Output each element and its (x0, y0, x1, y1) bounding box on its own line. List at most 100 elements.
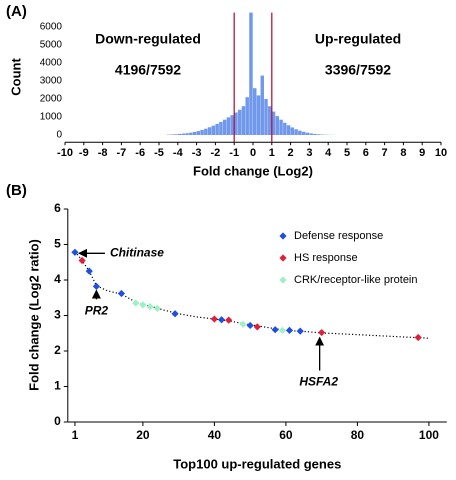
x-tick-label: -9 (79, 147, 89, 159)
x-tick-label: 40 (208, 428, 222, 442)
point (278, 326, 286, 335)
x-tick-label: -8 (98, 147, 108, 159)
bar (283, 122, 287, 135)
y-tick-label: 6 (54, 201, 61, 215)
x-tick-label: 1 (269, 147, 275, 159)
bar (185, 133, 189, 135)
bar (181, 133, 186, 135)
x-tick-label: -3 (192, 147, 202, 159)
legend-label: HS response (294, 252, 358, 264)
y-tick-label: 2000 (40, 94, 63, 105)
bar (211, 125, 216, 135)
point (271, 326, 279, 334)
x-tick-label: 80 (351, 428, 365, 442)
point (246, 321, 254, 330)
annotation: Up-regulated (315, 31, 401, 47)
bar (177, 133, 182, 135)
bar (200, 129, 204, 135)
x-tick-label: 3 (306, 147, 312, 159)
point (253, 323, 261, 331)
bar (230, 115, 234, 135)
legend-marker (279, 254, 287, 262)
bar (298, 130, 302, 135)
x-tick-label: 1 (72, 428, 79, 442)
bar (301, 131, 306, 135)
annotation: Chitinase (110, 245, 164, 259)
bar (192, 131, 197, 135)
y-tick-label: 6000 (40, 22, 63, 33)
annotation: 3396/7592 (325, 62, 391, 78)
x-tick-label: -10 (57, 147, 73, 159)
bar (241, 106, 246, 135)
x-tick-label: 5 (344, 147, 350, 159)
legend-label: Defense response (294, 230, 383, 242)
x-tick-label: -6 (135, 147, 145, 159)
point (171, 310, 179, 318)
y-tick-label: 1 (54, 379, 61, 393)
y-tick-label: 4 (54, 272, 61, 286)
point (318, 328, 326, 337)
bar (264, 99, 268, 135)
y-tick-label: 0 (56, 130, 62, 141)
point (71, 248, 79, 256)
bar (222, 119, 227, 135)
bar (313, 133, 317, 135)
bar (170, 134, 174, 135)
point (132, 299, 140, 307)
bar (207, 127, 212, 135)
x-tick-label: 100 (419, 428, 439, 442)
annotation: PR2 (85, 304, 109, 318)
point (146, 303, 154, 311)
point (296, 327, 304, 335)
x-tick-label: 20 (136, 428, 150, 442)
point (414, 333, 422, 342)
point (117, 289, 126, 298)
annotation: HSFA2 (299, 375, 338, 389)
x-tick-label: -1 (229, 147, 239, 159)
bar (189, 132, 193, 135)
bar (234, 112, 238, 135)
bar (271, 111, 276, 135)
x-tick-label: -7 (117, 147, 127, 159)
bar (219, 121, 223, 135)
panel-label: (B) (6, 182, 27, 199)
y-axis-label: Fold change (Log2 ratio) (26, 239, 41, 391)
bar (226, 117, 231, 135)
bar (256, 95, 261, 135)
bar (249, 12, 253, 136)
y-tick-label: 5 (54, 237, 61, 251)
x-tick-label: 9 (419, 147, 425, 159)
x-axis-label: Top100 up-regulated genes (173, 456, 341, 471)
x-tick-label: -2 (211, 147, 221, 159)
y-tick-label: 1000 (40, 112, 63, 123)
x-axis-label: Fold change (Log2) (193, 163, 313, 178)
x-tick-label: 10 (435, 147, 447, 159)
bar (174, 134, 178, 135)
panel-label: (A) (6, 3, 27, 20)
y-axis-label: Count (8, 58, 23, 96)
bar (286, 125, 291, 135)
x-tick-label: 60 (279, 428, 293, 442)
x-tick-label: 8 (400, 147, 406, 159)
bar (279, 119, 283, 135)
x-tick-label: -4 (173, 147, 184, 159)
x-tick-label: 0 (250, 147, 256, 159)
bar (260, 75, 264, 135)
point (239, 320, 247, 328)
legend-label: CRK/receptor-like protein (294, 274, 418, 286)
point (217, 316, 226, 324)
point (225, 316, 233, 324)
y-tick-label: 3000 (40, 76, 63, 87)
bar (268, 106, 272, 135)
point (92, 282, 101, 290)
bar (245, 97, 249, 135)
legend-marker (279, 276, 287, 284)
y-tick-label: 5000 (40, 40, 63, 51)
bar (253, 88, 257, 135)
x-tick-label: 2 (288, 147, 294, 159)
point (285, 326, 294, 335)
x-tick-label: 4 (325, 147, 332, 159)
bar (294, 129, 298, 135)
annotation: 4196/7592 (115, 62, 181, 78)
